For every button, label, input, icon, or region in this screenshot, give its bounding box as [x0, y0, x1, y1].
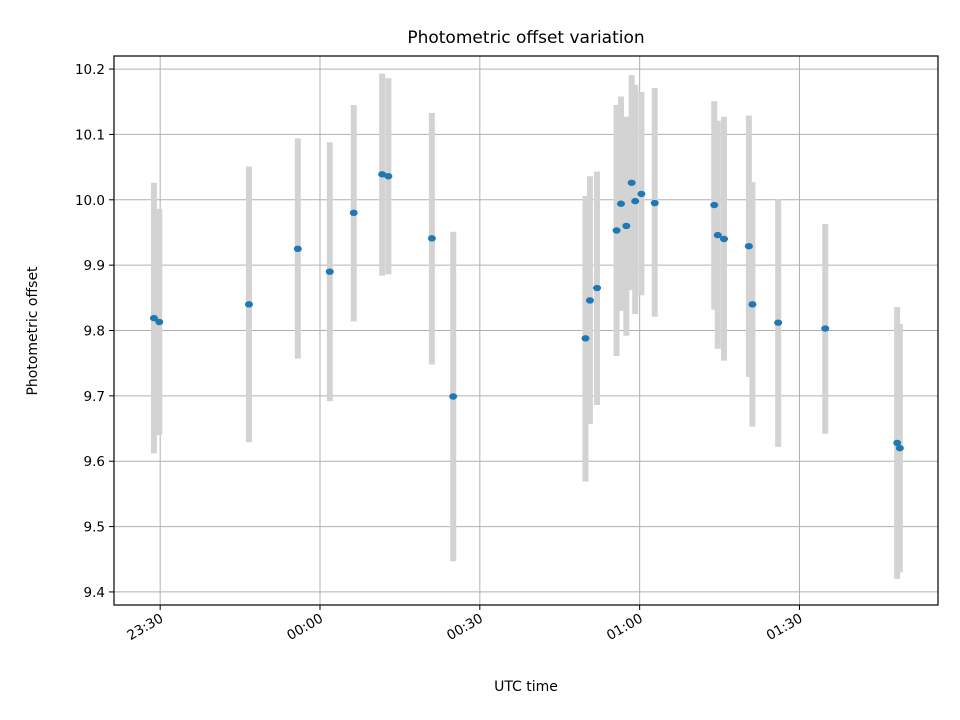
data-point — [617, 200, 626, 207]
y-tick-label: 9.5 — [84, 520, 105, 536]
data-point — [449, 393, 458, 400]
data-point — [774, 319, 783, 326]
data-point — [637, 190, 646, 198]
y-tick-label: 10.1 — [75, 127, 105, 143]
data-point — [650, 199, 659, 207]
data-point — [612, 227, 621, 234]
y-tick-label: 9.6 — [84, 454, 105, 470]
y-tick-label: 9.8 — [84, 324, 105, 340]
data-point — [427, 235, 436, 242]
data-point — [622, 222, 631, 230]
data-point — [581, 335, 590, 342]
chart-title: Photometric offset variation — [407, 28, 644, 48]
data-point — [744, 242, 753, 250]
data-point — [325, 268, 334, 275]
data-point — [713, 231, 722, 239]
y-tick-label: 10.0 — [75, 193, 105, 209]
data-point — [893, 439, 902, 447]
data-point — [384, 173, 393, 180]
data-point — [244, 301, 253, 308]
data-point — [720, 235, 729, 243]
data-point — [821, 325, 830, 332]
data-point — [748, 301, 757, 308]
data-point — [585, 297, 594, 304]
data-point — [627, 179, 636, 186]
data-point — [155, 318, 164, 326]
data-point — [631, 197, 640, 205]
y-tick-label: 9.4 — [84, 585, 105, 601]
y-tick-label: 9.9 — [84, 258, 105, 274]
data-points — [149, 171, 904, 452]
y-axis-label: Photometric offset — [25, 266, 41, 396]
data-point — [149, 314, 158, 322]
x-axis-label: UTC time — [494, 679, 558, 695]
data-point — [378, 171, 387, 178]
data-point — [293, 245, 302, 253]
y-tick-label: 10.2 — [75, 62, 105, 78]
y-axis: 9.4 9.5 9.6 9.7 9.8 9.9 10.0 10.1 10.2 — [75, 62, 114, 601]
y-tick-label: 9.7 — [84, 389, 105, 405]
data-point — [593, 284, 602, 292]
data-point — [895, 444, 904, 452]
data-point — [710, 201, 719, 209]
data-point — [349, 209, 358, 217]
